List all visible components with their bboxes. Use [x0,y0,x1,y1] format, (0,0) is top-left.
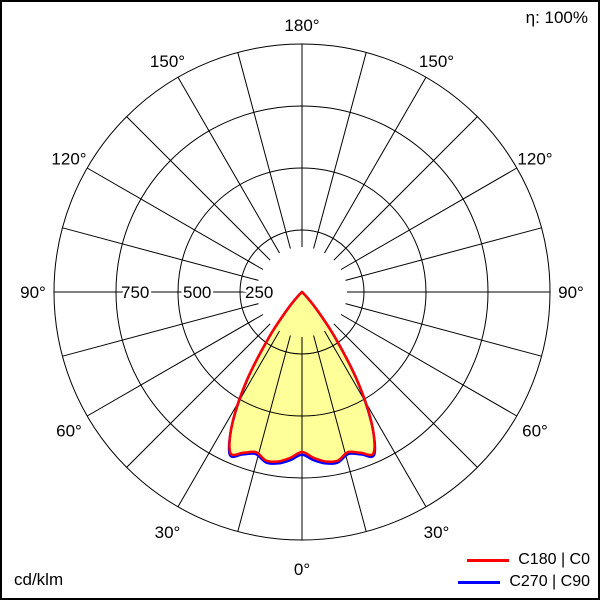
angle-label-30-l: 30° [155,523,181,542]
angle-label-90-r: 90° [558,283,584,302]
angle-label-90-l: 90° [20,283,46,302]
grid-spoke-120 [340,167,518,270]
grid-spoke-45 [333,323,478,468]
grid-spoke-150 [324,76,427,254]
ring-label-250: 250 [245,283,273,302]
angle-label-60-r: 60° [522,421,548,440]
angle-label-30-r: 30° [424,523,450,542]
legend: C180 | C0 C270 | C90 [458,549,590,593]
angle-label-180-r: 180° [284,16,319,35]
legend-item-c0: C180 | C0 [458,549,590,571]
grid-spoke-30 [324,330,427,508]
grid-spoke-225 [126,116,271,261]
legend-line-blue-icon [458,580,501,584]
ring-label-500: 500 [183,283,211,302]
grid-spoke-60 [340,314,518,417]
grid-spoke-75 [345,303,542,357]
unit-label: cd/klm [14,570,64,589]
legend-item-c90: C270 | C90 [458,571,590,593]
efficiency-label: η: 100% [525,8,588,27]
grid-spoke-240 [86,167,264,270]
grid-spoke-345 [237,335,291,532]
angle-label-120-l: 120° [51,149,86,168]
angle-label-150-l: 150° [150,52,185,71]
grid-spoke-315 [126,323,271,468]
angle-label-0-r: 0° [294,560,310,579]
grid-spoke-195 [237,52,291,249]
angle-label-120-r: 120° [517,149,552,168]
grid-spoke-135 [333,116,478,261]
grid-spoke-255 [62,227,259,281]
grid-spoke-330 [177,330,280,508]
grid-spoke-300 [86,314,264,417]
curve-c0-c180 [228,290,376,464]
ring-label-750: 750 [121,283,149,302]
angle-label-60-l: 60° [56,421,82,440]
legend-label-c0: C180 | C0 [518,551,590,568]
legend-line-red-icon [467,558,510,562]
legend-label-c90: C270 | C90 [509,573,590,590]
angle-label-150-r: 150° [419,52,454,71]
grid-spoke-165 [313,52,367,249]
grid-spoke-285 [62,303,259,357]
grid-spoke-15 [313,335,367,532]
grid-spoke-210 [177,76,280,254]
grid-spoke-105 [345,227,542,281]
